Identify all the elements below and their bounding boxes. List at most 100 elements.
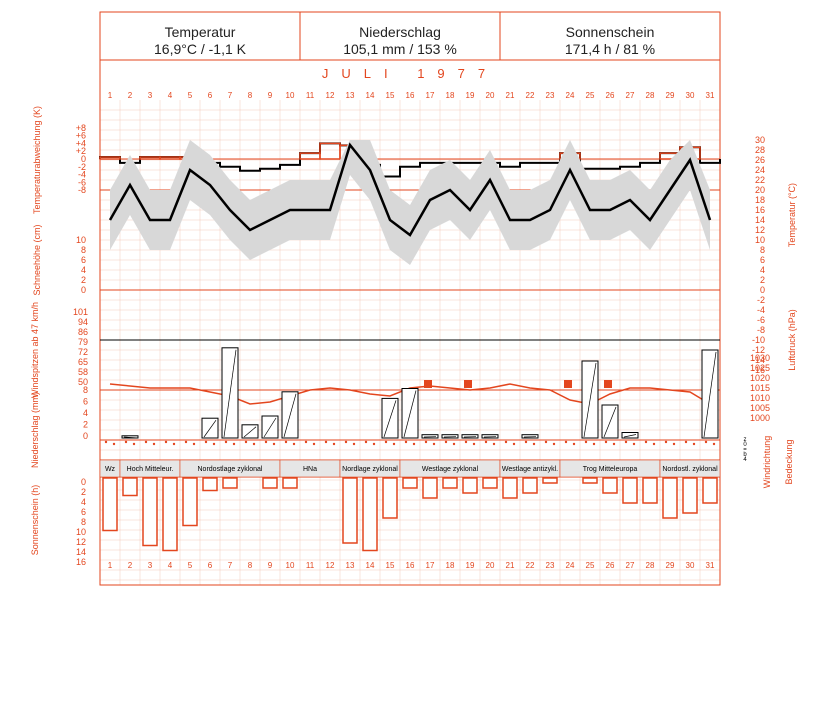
temp-tick: 30	[755, 135, 765, 145]
wind-direction-dot	[704, 440, 708, 444]
sunshine-bar	[662, 477, 678, 519]
wind-direction-dot	[584, 440, 588, 444]
wind-tick: 58	[78, 367, 88, 377]
temp-tick: 14	[755, 215, 765, 225]
precip-summary-value: 105,1 mm / 153 %	[343, 41, 457, 57]
weather-type-label: HNa	[303, 466, 317, 473]
wind-tick: 65	[78, 357, 88, 367]
anomaly-tick: -6	[78, 177, 86, 187]
temp-summary-label: Temperatur	[164, 24, 236, 40]
wind-direction-dot	[164, 440, 168, 444]
temp-tick: -10	[752, 335, 765, 345]
sunshine-tick: 10	[76, 527, 86, 537]
day-label-bottom: 31	[706, 561, 715, 570]
wind-direction-dot	[264, 440, 268, 444]
day-label-bottom: 21	[506, 561, 515, 570]
wind-direction-dot	[612, 442, 616, 446]
wind-direction-dot	[284, 440, 288, 444]
wind-direction-dot	[644, 440, 648, 444]
sunshine-bar	[162, 477, 178, 552]
temp-tick: -6	[757, 315, 765, 325]
temp-tick: 12	[755, 225, 765, 235]
sunshine-bar	[582, 477, 598, 484]
day-label-top: 4	[168, 91, 173, 100]
sunshine-bar	[482, 477, 498, 489]
sunshine-bar	[102, 477, 118, 532]
snow-axis-title: Schneehöhe (cm)	[32, 224, 42, 295]
temp-tick: 8	[760, 245, 765, 255]
temp-tick: 16	[755, 205, 765, 215]
anomaly-tick: +8	[76, 123, 86, 133]
wind-tick: 94	[78, 317, 88, 327]
day-label-bottom: 28	[646, 561, 655, 570]
precip-bar	[461, 434, 479, 439]
precip-summary: Niederschlag 105,1 mm / 153 %	[300, 12, 500, 60]
wind-direction-dot	[432, 442, 436, 446]
day-label-top: 15	[386, 91, 395, 100]
day-label-bottom: 15	[386, 561, 395, 570]
temp-tick: -14	[752, 355, 765, 365]
wind-direction-dot	[632, 442, 636, 446]
weather-type-label: Nordostlage zyklonal	[198, 466, 263, 473]
day-label-top: 29	[666, 91, 675, 100]
wind-direction-dot	[464, 440, 468, 444]
sunshine-bar	[142, 477, 158, 547]
precip-hatch	[583, 362, 597, 438]
day-label-top: 28	[646, 91, 655, 100]
wind-direction-dot	[124, 440, 128, 444]
day-label-bottom: 26	[606, 561, 615, 570]
wind-direction-dot	[652, 442, 656, 446]
wind-direction-dot	[392, 442, 396, 446]
anomaly-tick: +6	[76, 131, 86, 141]
temp-summary-value: 16,9°C / -1,1 K	[154, 41, 246, 57]
wind-direction-dot	[292, 442, 296, 446]
pressure-tick: 1025	[750, 363, 770, 373]
wind-direction-dot	[244, 440, 248, 444]
pressure-tick: 1015	[750, 383, 770, 393]
day-label-bottom: 4	[168, 561, 173, 570]
wind-direction-dot	[324, 440, 328, 444]
sun-summary-label: Sonnenschein	[565, 24, 655, 40]
sunshine-tick: 2	[81, 487, 86, 497]
sunshine-bar	[182, 477, 198, 527]
day-label-bottom: 3	[148, 561, 153, 570]
precip-tick: 6	[83, 397, 88, 407]
chart-frame	[99, 11, 721, 586]
wind-direction-dot	[424, 440, 428, 444]
sunshine-bar	[362, 477, 378, 552]
sunshine-bar	[262, 477, 278, 489]
sunshine-bar	[382, 477, 398, 519]
wind-direction-dot	[364, 440, 368, 444]
snow-tick: 10	[76, 235, 86, 245]
anomaly-tick: -4	[78, 170, 86, 180]
wind-direction-dot	[672, 442, 676, 446]
day-label-top: 3	[148, 91, 153, 100]
wind-direction-dot	[412, 442, 416, 446]
day-label-top: 10	[286, 91, 295, 100]
wind-direction-dot	[564, 440, 568, 444]
wind-direction-dot	[444, 440, 448, 444]
wind-direction-dot	[452, 442, 456, 446]
sunshine-tick: 6	[81, 507, 86, 517]
sunshine-bar	[622, 477, 638, 504]
temp-tick: -16	[752, 365, 765, 375]
precip-axis-title: Niederschlag (mm)	[30, 392, 40, 468]
weather-type-label: Westlage zyklonal	[422, 466, 479, 473]
wind-direction-dot	[332, 442, 336, 446]
wind-direction-dot	[592, 442, 596, 446]
temp-tick: 18	[755, 195, 765, 205]
day-label-bottom: 6	[208, 561, 213, 570]
precip-hatch	[283, 393, 297, 438]
precip-bar	[421, 434, 439, 439]
wind-direction-dot	[512, 442, 516, 446]
day-label-bottom: 22	[526, 561, 535, 570]
wind-direction-dot	[144, 440, 148, 444]
snow-tick: 0	[81, 285, 86, 295]
sunshine-bar	[542, 477, 558, 484]
temp-tick: 0	[760, 285, 765, 295]
day-label-top: 17	[426, 91, 435, 100]
wind-direction-dot	[344, 440, 348, 444]
pressure-tick: 1000	[750, 413, 770, 423]
wind-axis-title: Windspitzen ab 47 km/h	[30, 302, 40, 398]
